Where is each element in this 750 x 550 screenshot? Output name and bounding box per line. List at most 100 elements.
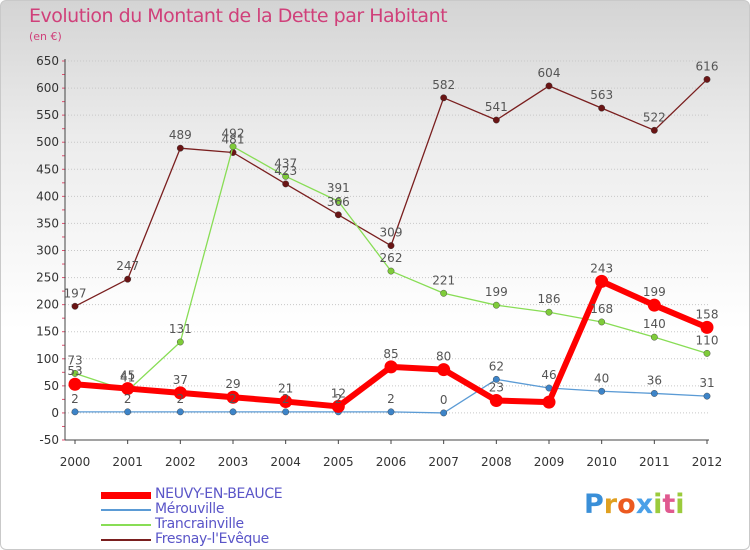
data-label: 197 xyxy=(64,286,87,300)
x-tick-label: 2001 xyxy=(112,455,143,469)
data-point xyxy=(282,180,290,188)
data-label: 247 xyxy=(116,259,139,273)
data-point xyxy=(387,267,395,275)
data-label: 186 xyxy=(538,292,561,306)
data-point xyxy=(700,320,714,334)
data-point xyxy=(71,408,79,416)
data-label: 40 xyxy=(594,371,609,385)
data-point xyxy=(71,370,79,377)
data-point xyxy=(387,408,395,416)
data-label: 522 xyxy=(643,110,666,124)
data-label: 46 xyxy=(541,368,556,382)
data-point xyxy=(282,172,290,180)
data-point xyxy=(279,395,293,409)
y-tick-label: 500 xyxy=(36,135,59,149)
y-tick-label: 150 xyxy=(36,325,59,339)
data-point xyxy=(598,318,606,326)
data-point xyxy=(647,298,661,312)
x-tick-label: 2002 xyxy=(165,455,196,469)
data-point xyxy=(595,274,609,288)
data-label: 2 xyxy=(71,392,79,406)
logo-letter: o xyxy=(617,489,636,520)
data-point xyxy=(492,301,500,309)
data-label: 168 xyxy=(590,302,613,316)
axes: -500501001502002503003504004505005506006… xyxy=(36,54,722,469)
logo-letter: x xyxy=(635,489,654,520)
data-point xyxy=(229,408,237,416)
data-label: 243 xyxy=(590,261,613,275)
x-tick-label: 2004 xyxy=(270,455,301,469)
x-tick-label: 2003 xyxy=(218,455,249,469)
data-point xyxy=(650,333,658,341)
data-point xyxy=(331,399,345,413)
data-point xyxy=(440,289,448,297)
data-point xyxy=(437,363,451,377)
data-point xyxy=(124,275,132,283)
series-group xyxy=(68,76,714,417)
data-point xyxy=(440,409,448,417)
grid xyxy=(65,60,709,441)
data-point xyxy=(68,377,82,391)
data-label: 2 xyxy=(387,392,395,406)
logo-letter: P xyxy=(584,489,604,520)
data-point xyxy=(440,94,448,102)
logo-letter: i xyxy=(675,489,685,520)
data-label: 45 xyxy=(120,369,135,383)
legend-swatch xyxy=(101,524,151,526)
data-label: 85 xyxy=(383,347,398,361)
data-point xyxy=(542,395,556,409)
y-tick-label: 0 xyxy=(51,406,59,420)
data-label: 37 xyxy=(173,373,188,387)
data-label: 481 xyxy=(222,133,245,147)
x-tick-label: 2008 xyxy=(481,455,512,469)
data-point xyxy=(121,382,135,396)
logo-letter: r xyxy=(603,489,618,520)
data-label: 2 xyxy=(282,392,290,406)
chart-unit: (en €) xyxy=(29,30,62,43)
data-labels: 53 45 37 29 21 12 85 80 23 243 199 158 2 2 2 2 2 2 2 0 62 46 4… xyxy=(64,59,719,407)
data-label: 489 xyxy=(169,128,192,142)
y-tick-label: 100 xyxy=(36,352,59,366)
data-label: 366 xyxy=(327,195,350,209)
data-label: 616 xyxy=(696,59,719,73)
data-point xyxy=(703,392,711,400)
x-tick-label: 2007 xyxy=(428,455,459,469)
y-tick-label: 400 xyxy=(36,189,59,203)
data-label: 563 xyxy=(590,88,613,102)
data-point xyxy=(124,408,132,416)
data-point xyxy=(545,82,553,90)
data-label: 199 xyxy=(485,285,508,299)
data-point xyxy=(650,126,658,134)
data-label: 80 xyxy=(436,350,451,364)
data-label: 23 xyxy=(489,380,504,394)
data-label: 31 xyxy=(699,376,714,390)
x-tick-label: 2009 xyxy=(534,455,565,469)
data-point xyxy=(703,349,711,357)
y-tick-label: 450 xyxy=(36,162,59,176)
data-point xyxy=(176,408,184,416)
data-label: 131 xyxy=(169,322,192,336)
data-label: 73 xyxy=(67,353,82,367)
data-label: 21 xyxy=(278,382,293,396)
data-point xyxy=(703,76,711,83)
data-label: 2 xyxy=(229,392,237,406)
data-label: 437 xyxy=(274,156,297,170)
data-label: 0 xyxy=(440,393,448,407)
y-tick-label: 200 xyxy=(36,298,59,312)
data-label: 41 xyxy=(120,371,135,385)
logo-letter: i xyxy=(653,489,663,520)
y-tick-label: 50 xyxy=(44,379,59,393)
data-label: 492 xyxy=(222,127,245,141)
data-label: 2 xyxy=(124,392,132,406)
x-tick-label: 2000 xyxy=(60,455,91,469)
data-label: 158 xyxy=(696,307,719,321)
data-label: 541 xyxy=(485,100,508,114)
legend-label: Mérouville xyxy=(155,501,225,517)
x-tick-label: 2011 xyxy=(639,455,670,469)
data-label: 391 xyxy=(327,181,350,195)
legend-label: NEUVY-EN-BEAUCE xyxy=(155,486,283,502)
data-point xyxy=(384,360,398,374)
data-label: 110 xyxy=(696,333,719,347)
data-point xyxy=(334,211,342,219)
legend-swatch xyxy=(101,491,151,499)
